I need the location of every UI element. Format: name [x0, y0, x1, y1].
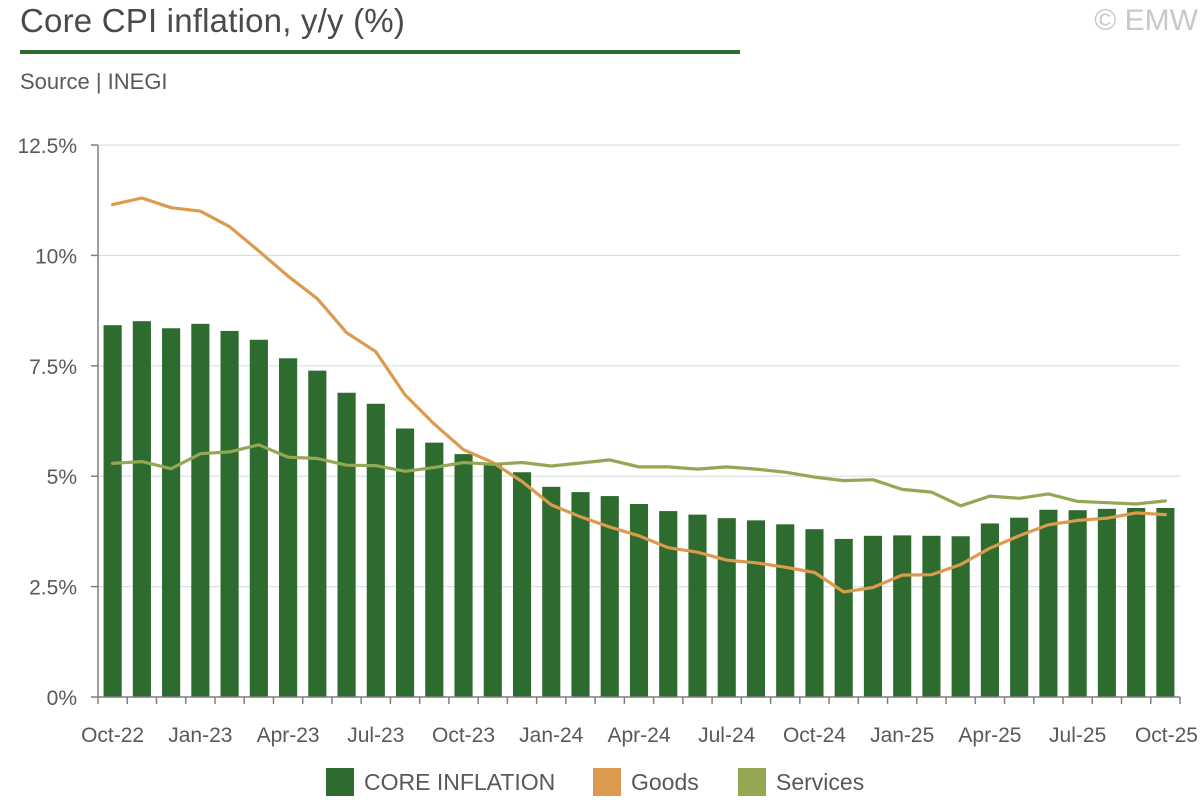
core-inflation-bar: [1039, 509, 1058, 697]
core-inflation-bar: [1068, 510, 1087, 697]
core-inflation-bar: [746, 520, 766, 697]
core-inflation-bar: [337, 392, 356, 697]
series-lines: [110, 196, 1168, 594]
core-inflation-bar: [279, 358, 298, 697]
core-inflation-bar: [629, 504, 649, 697]
core-inflation-bar: [249, 339, 268, 697]
y-tick-label: 0%: [47, 687, 77, 710]
core-inflation-bar: [191, 323, 210, 697]
legend-swatch-services: [738, 768, 766, 796]
core-inflation-bar: [1156, 507, 1175, 697]
core-inflation-bar: [893, 535, 912, 697]
core-inflation-bar: [103, 325, 122, 697]
core-inflation-bar: [863, 535, 883, 697]
core-inflation-bars: [103, 321, 1175, 697]
core-inflation-bar: [425, 442, 444, 697]
x-tick-label: Oct-25: [1135, 724, 1198, 747]
x-tick-label: Jul-25: [1049, 724, 1106, 747]
x-tick-label: Jul-24: [698, 724, 756, 747]
core-inflation-bar: [834, 538, 853, 697]
services-line: [110, 443, 1168, 508]
y-tick-label: 5%: [47, 466, 77, 489]
core-inflation-bar: [1097, 508, 1116, 697]
chart-title: Core CPI inflation, y/y (%): [20, 2, 406, 39]
y-tick-label: 2.5%: [29, 577, 77, 600]
core-inflation-bar: [1010, 517, 1029, 697]
legend-label-core-inflation: CORE INFLATION: [364, 769, 556, 795]
x-tick-label: Jan-23: [168, 724, 232, 747]
core-inflation-bar: [659, 511, 678, 697]
x-tick-label: Oct-24: [783, 724, 846, 747]
x-tick-label: Jul-23: [347, 724, 404, 747]
core-inflation-bar: [776, 524, 795, 697]
legend-swatch-core-inflation: [326, 768, 354, 796]
core-inflation-bar: [366, 403, 385, 697]
tick-labels: 0% 2.5% 5% 7.5% 10% 12.5% Oct-22 Jan-23 Apr-23 Ju…: [17, 135, 1198, 747]
core-inflation-bar: [951, 536, 970, 697]
source-note: Source | INEGI: [20, 69, 168, 94]
core-inflation-bar: [688, 514, 707, 697]
core-inflation-bar: [220, 330, 239, 697]
legend-label-goods: Goods: [631, 769, 699, 795]
core-inflation-bar: [717, 518, 736, 697]
core-inflation-bar: [162, 328, 181, 697]
y-tick-label: 12.5%: [17, 135, 77, 158]
core-cpi-chart: 0% 2.5% 5% 7.5% 10% 12.5% Oct-22 Jan-23 Apr-23 Ju…: [17, 135, 1198, 747]
x-tick-label: Oct-22: [81, 724, 144, 747]
y-tick-label: 10%: [35, 245, 77, 268]
core-inflation-bar: [395, 428, 415, 697]
core-inflation-bar: [308, 370, 327, 697]
goods-line: [110, 196, 1168, 594]
title-underline: [20, 50, 740, 54]
core-inflation-bar: [1127, 507, 1146, 697]
x-tick-label: Jan-24: [519, 724, 584, 747]
core-inflation-bar: [132, 321, 151, 697]
core-inflation-bar: [980, 523, 999, 697]
y-tick-label: 7.5%: [29, 356, 77, 379]
core-inflation-bar: [922, 535, 941, 697]
core-inflation-bar: [454, 454, 473, 697]
x-tick-label: Jan-25: [870, 724, 934, 747]
x-tick-label: Apr-23: [257, 724, 320, 747]
x-tick-label: Oct-23: [432, 724, 495, 747]
legend-label-services: Services: [776, 769, 865, 795]
core-inflation-bar: [600, 496, 619, 697]
legend-swatch-goods: [593, 768, 621, 796]
x-tick-label: Apr-24: [607, 724, 670, 747]
axes: [91, 144, 1181, 704]
core-inflation-bar: [483, 462, 502, 697]
core-inflation-bar: [512, 472, 532, 697]
core-inflation-bar: [542, 486, 561, 697]
legend: CORE INFLATION Goods Services: [0, 764, 1200, 800]
copyright-watermark: © EMW: [1094, 4, 1198, 37]
core-inflation-bar: [805, 529, 824, 697]
core-inflation-bar: [571, 492, 590, 697]
x-tick-label: Apr-25: [958, 724, 1021, 747]
